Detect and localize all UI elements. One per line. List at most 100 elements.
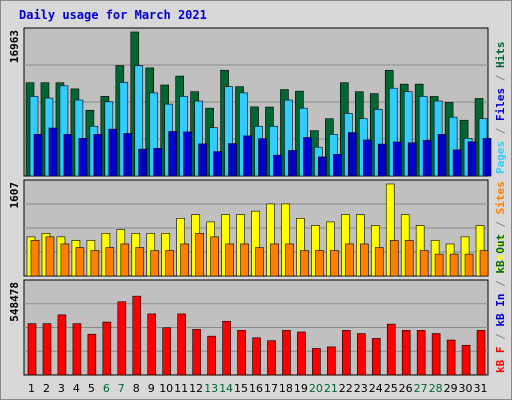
day-label-22: 22: [339, 382, 353, 395]
bar-pages-day-21: [333, 154, 342, 177]
bar-pages-day-19: [303, 137, 312, 177]
bar-sites-day-13: [210, 236, 219, 277]
day-label-18: 18: [279, 382, 293, 395]
bar-pages-day-24: [377, 143, 387, 177]
bar-pages-day-6: [108, 128, 118, 177]
day-label-20: 20: [309, 382, 323, 395]
bar-kbytes-day-29: [446, 339, 456, 376]
bar-kbytes-day-28: [431, 333, 441, 376]
day-label-13: 13: [204, 382, 218, 395]
bar-sites-day-14: [225, 243, 234, 277]
bar-pages-day-9: [153, 148, 163, 177]
chart-title: Daily usage for March 2021: [19, 8, 207, 22]
legend-part: /: [494, 214, 507, 234]
bar-kbytes-day-3: [57, 314, 67, 376]
bar-pages-day-10: [168, 131, 178, 177]
bar-pages-day-26: [407, 142, 417, 177]
bar-kbytes-day-18: [282, 330, 291, 376]
day-label-30: 30: [459, 382, 473, 395]
bar-kbytes-day-2: [42, 323, 52, 376]
bar-kbytes-day-15: [237, 330, 246, 376]
bar-sites-day-5: [90, 250, 100, 277]
day-label-27: 27: [414, 382, 428, 395]
bar-kbytes-day-17: [267, 340, 276, 376]
day-label-12: 12: [189, 382, 203, 395]
legend-part: Sites: [494, 181, 507, 214]
bar-sites-day-11: [180, 243, 189, 277]
day-label-23: 23: [354, 382, 368, 395]
bar-kbytes-day-14: [222, 320, 231, 376]
panel-2-legend: Visits / Sites: [494, 181, 507, 274]
day-label-28: 28: [429, 382, 443, 395]
day-label-26: 26: [399, 382, 413, 395]
day-label-7: 7: [118, 382, 125, 395]
bar-kbytes-day-23: [356, 333, 366, 376]
bar-pages-day-2: [48, 127, 58, 177]
bar-pages-day-18: [288, 150, 297, 177]
bar-sites-day-31: [479, 250, 489, 277]
bar-sites-day-19: [300, 250, 309, 277]
bar-kbytes-day-12: [192, 329, 201, 376]
day-label-3: 3: [58, 382, 65, 395]
day-label-24: 24: [369, 382, 383, 395]
bar-kbytes-day-16: [252, 337, 261, 376]
legend-part: kB In: [494, 294, 507, 327]
bar-sites-day-21: [330, 250, 339, 277]
day-label-9: 9: [148, 382, 155, 395]
bar-sites-day-10: [165, 250, 175, 277]
bar-kbytes-day-30: [461, 344, 471, 376]
day-label-19: 19: [294, 382, 308, 395]
bar-pages-day-20: [318, 156, 327, 177]
panel-3-max-label: 548478: [8, 282, 21, 322]
day-label-21: 21: [324, 382, 338, 395]
bar-kbytes-day-8: [132, 295, 142, 376]
bar-sites-day-2: [45, 236, 55, 277]
bar-sites-day-18: [285, 243, 294, 277]
bar-pages-day-25: [392, 141, 402, 177]
bar-kbytes-day-5: [87, 333, 97, 376]
day-label-11: 11: [174, 382, 188, 395]
day-label-15: 15: [234, 382, 248, 395]
bar-sites-day-28: [434, 253, 444, 277]
bar-pages-day-27: [422, 140, 432, 177]
bar-kbytes-day-24: [371, 338, 381, 376]
day-label-16: 16: [249, 382, 263, 395]
bar-kbytes-day-6: [102, 321, 112, 376]
legend-part: kB Out: [494, 234, 507, 274]
bar-sites-day-23: [359, 243, 369, 277]
bar-pages-day-23: [362, 139, 372, 177]
bar-pages-day-14: [228, 143, 237, 177]
day-label-31: 31: [474, 382, 488, 395]
bar-pages-day-31: [482, 138, 492, 177]
bar-sites-day-4: [75, 247, 85, 277]
bar-pages-day-30: [467, 141, 477, 177]
bar-pages-day-5: [93, 134, 103, 177]
bar-pages-day-4: [78, 138, 88, 177]
legend-part: /: [494, 327, 507, 347]
legend-part: kB F: [494, 347, 507, 374]
bar-sites-day-7: [120, 243, 130, 277]
bar-pages-day-17: [273, 154, 282, 177]
bar-sites-day-15: [240, 243, 249, 277]
bar-sites-day-8: [135, 247, 145, 277]
bar-pages-day-8: [138, 148, 148, 177]
day-label-25: 25: [384, 382, 398, 395]
bar-pages-day-28: [437, 134, 447, 177]
legend-part: /: [494, 274, 507, 294]
bar-kbytes-day-20: [312, 348, 321, 376]
day-label-10: 10: [159, 382, 173, 395]
bar-sites-day-16: [255, 247, 264, 277]
bar-sites-day-1: [30, 240, 40, 277]
day-label-17: 17: [264, 382, 278, 395]
legend-part: /: [494, 121, 507, 141]
bar-sites-day-25: [389, 240, 399, 277]
bar-pages-day-29: [452, 149, 462, 177]
bar-kbytes-day-13: [207, 335, 216, 376]
bar-pages-day-15: [243, 135, 252, 177]
bar-pages-day-13: [213, 151, 222, 177]
legend-part: Hits: [494, 42, 507, 69]
panel-1-max-label: 16963: [8, 30, 21, 63]
bar-kbytes-day-25: [386, 323, 396, 376]
bar-kbytes-day-11: [177, 313, 186, 376]
bar-sites-day-20: [315, 250, 324, 277]
